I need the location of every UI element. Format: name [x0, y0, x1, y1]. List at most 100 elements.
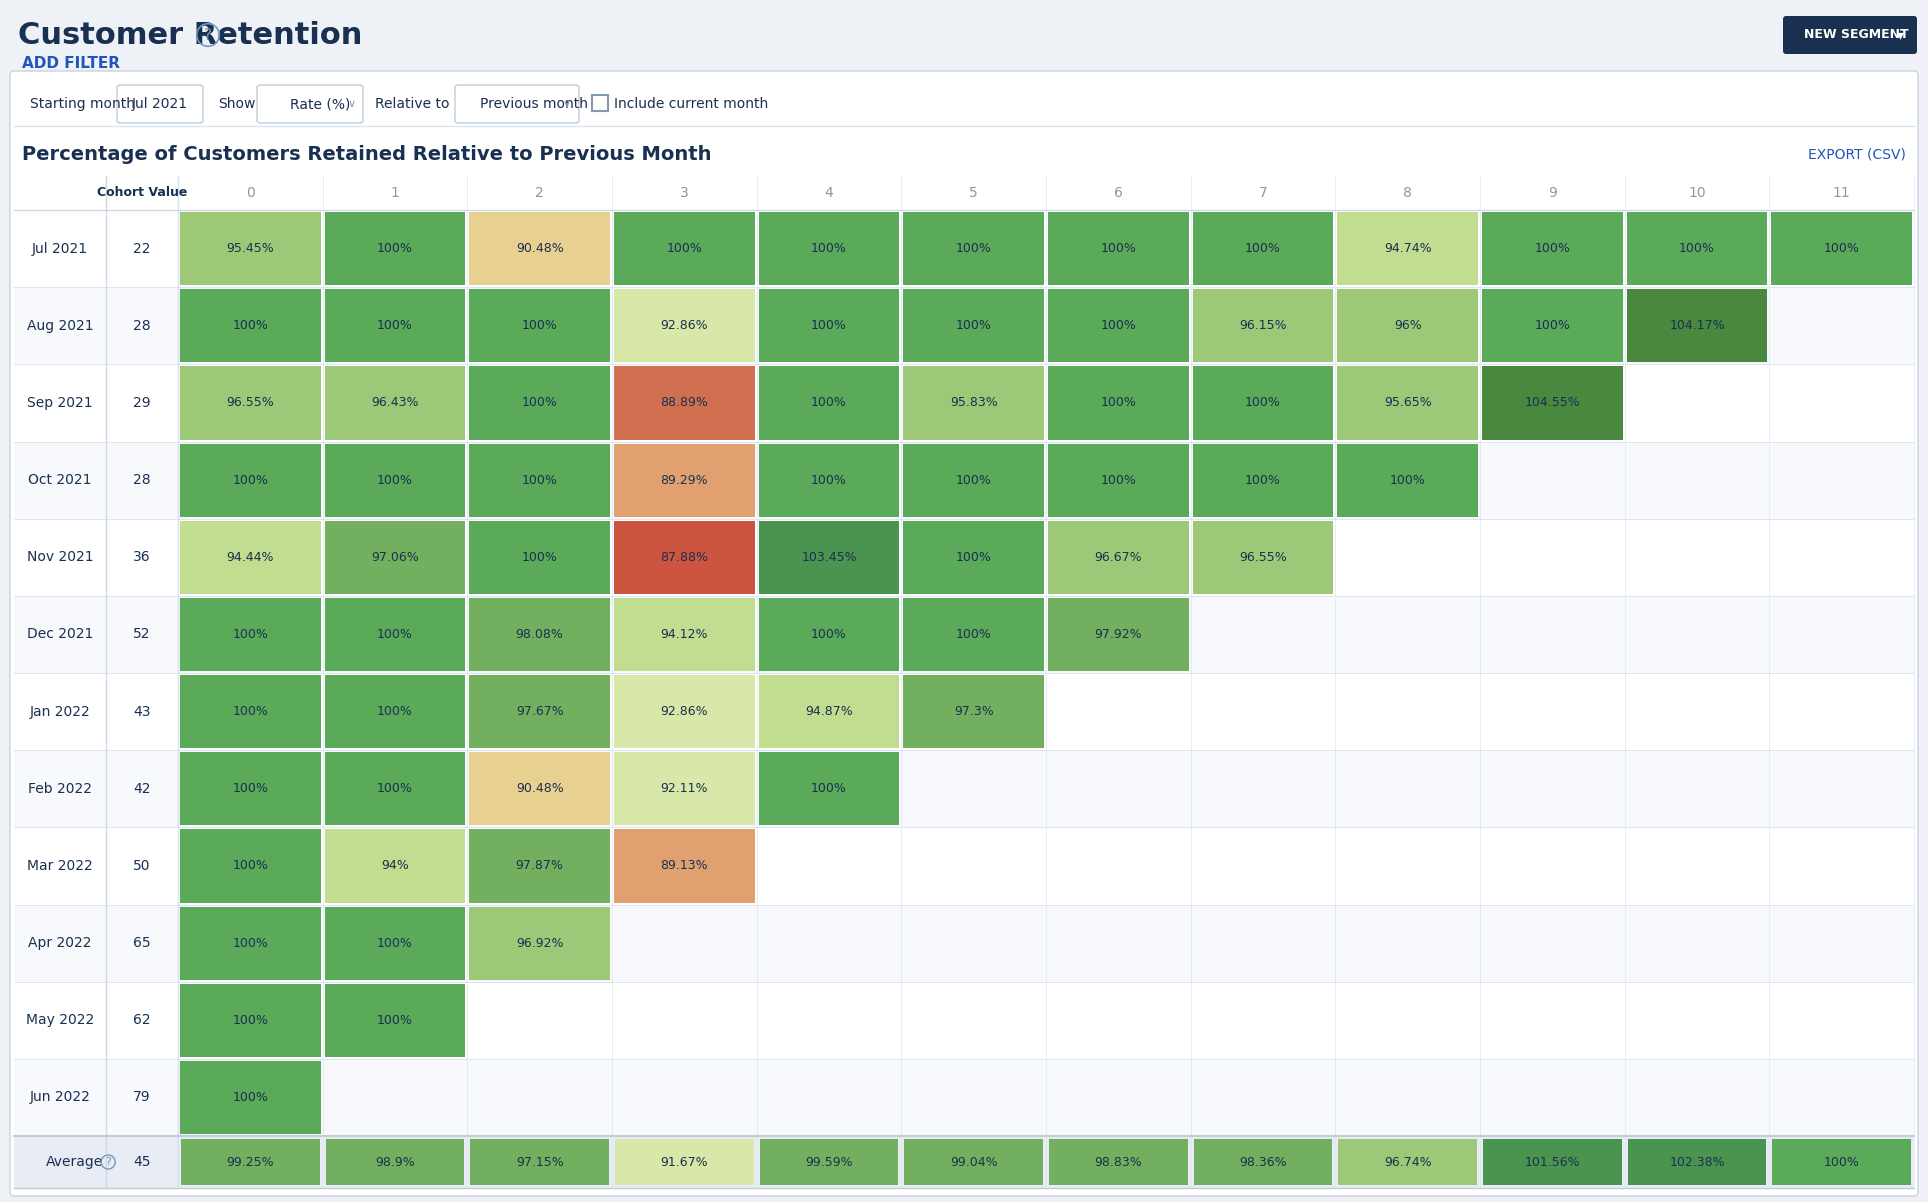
Bar: [613, 597, 754, 671]
Bar: [469, 367, 609, 440]
Bar: [324, 752, 465, 826]
Text: Relative to: Relative to: [376, 97, 449, 111]
FancyBboxPatch shape: [1783, 16, 1916, 54]
Bar: [904, 597, 1043, 671]
Bar: [469, 597, 609, 671]
Text: ∨: ∨: [563, 99, 571, 109]
Bar: [469, 290, 609, 362]
Bar: [1193, 520, 1334, 594]
Bar: [324, 906, 465, 980]
Text: 96.43%: 96.43%: [372, 397, 418, 410]
Text: Starting month: Starting month: [31, 97, 135, 111]
Bar: [179, 290, 320, 362]
Text: Feb 2022: Feb 2022: [29, 781, 93, 796]
Text: 103.45%: 103.45%: [802, 551, 856, 564]
Text: 98.9%: 98.9%: [376, 1155, 415, 1168]
Text: 100%: 100%: [233, 474, 268, 487]
Text: 100%: 100%: [378, 1013, 413, 1027]
Bar: [469, 520, 609, 594]
Text: 100%: 100%: [522, 320, 557, 332]
Bar: [613, 212, 754, 285]
Text: Customer Retention: Customer Retention: [17, 20, 362, 49]
Text: 29: 29: [133, 395, 150, 410]
Text: 100%: 100%: [956, 242, 991, 255]
Bar: [758, 367, 898, 440]
Bar: [1483, 290, 1623, 362]
Bar: [758, 444, 898, 517]
Bar: [13, 750, 1915, 827]
Bar: [179, 520, 320, 594]
Bar: [592, 95, 607, 111]
Text: 90.48%: 90.48%: [517, 242, 563, 255]
Text: 43: 43: [133, 704, 150, 719]
Text: Percentage of Customers Retained Relative to Previous Month: Percentage of Customers Retained Relativ…: [21, 144, 711, 163]
Text: ?: ?: [106, 1158, 112, 1167]
Text: 52: 52: [133, 627, 150, 642]
Bar: [904, 1139, 1043, 1185]
Bar: [324, 290, 465, 362]
Text: 100%: 100%: [522, 474, 557, 487]
Text: 98.83%: 98.83%: [1095, 1155, 1141, 1168]
Text: 6: 6: [1114, 186, 1122, 200]
Text: 1: 1: [391, 186, 399, 200]
Text: 100%: 100%: [1101, 320, 1136, 332]
Text: 100%: 100%: [1390, 474, 1425, 487]
Text: 95.83%: 95.83%: [951, 397, 997, 410]
Bar: [904, 676, 1043, 748]
Bar: [13, 519, 1915, 596]
Text: 100%: 100%: [1824, 242, 1861, 255]
Text: 100%: 100%: [378, 936, 413, 950]
Bar: [469, 752, 609, 826]
Bar: [179, 444, 320, 517]
Text: Jan 2022: Jan 2022: [29, 704, 91, 719]
Bar: [1338, 367, 1479, 440]
Bar: [904, 444, 1043, 517]
Bar: [1627, 212, 1768, 285]
Text: 94.12%: 94.12%: [661, 627, 708, 641]
Text: Jul 2021: Jul 2021: [33, 242, 89, 256]
Text: 28: 28: [133, 319, 150, 333]
Text: ▾: ▾: [1897, 28, 1903, 42]
Bar: [1627, 290, 1768, 362]
Text: 104.17%: 104.17%: [1670, 320, 1726, 332]
Text: 100%: 100%: [378, 320, 413, 332]
Text: Jul 2021: Jul 2021: [131, 97, 189, 111]
Text: 62: 62: [133, 1013, 150, 1028]
Bar: [613, 829, 754, 903]
Bar: [13, 982, 1915, 1059]
Bar: [469, 212, 609, 285]
Bar: [904, 212, 1043, 285]
Bar: [1483, 367, 1623, 440]
Bar: [13, 673, 1915, 750]
Text: 100%: 100%: [233, 936, 268, 950]
Bar: [613, 290, 754, 362]
Text: 102.38%: 102.38%: [1670, 1155, 1726, 1168]
Text: Rate (%): Rate (%): [289, 97, 351, 111]
Text: 100%: 100%: [233, 783, 268, 796]
Bar: [1049, 597, 1190, 671]
Bar: [324, 520, 465, 594]
Text: 97.92%: 97.92%: [1095, 627, 1141, 641]
Text: 98.36%: 98.36%: [1240, 1155, 1286, 1168]
Bar: [179, 829, 320, 903]
Text: 94.74%: 94.74%: [1384, 242, 1431, 255]
Bar: [13, 441, 1915, 519]
Text: 100%: 100%: [1245, 474, 1280, 487]
Bar: [1193, 444, 1334, 517]
Bar: [1772, 212, 1913, 285]
Bar: [181, 1139, 320, 1185]
FancyBboxPatch shape: [455, 85, 578, 123]
Text: Average: Average: [46, 1155, 104, 1170]
Text: 87.88%: 87.88%: [659, 551, 708, 564]
Text: 89.13%: 89.13%: [661, 859, 708, 873]
Text: Apr 2022: Apr 2022: [29, 936, 93, 950]
Text: 96.15%: 96.15%: [1240, 320, 1286, 332]
Bar: [13, 1136, 1915, 1188]
Text: 100%: 100%: [812, 320, 846, 332]
Bar: [470, 1139, 609, 1185]
Text: 91.67%: 91.67%: [661, 1155, 708, 1168]
Bar: [613, 520, 754, 594]
Text: Include current month: Include current month: [613, 97, 767, 111]
Text: 100%: 100%: [812, 627, 846, 641]
Bar: [758, 597, 898, 671]
